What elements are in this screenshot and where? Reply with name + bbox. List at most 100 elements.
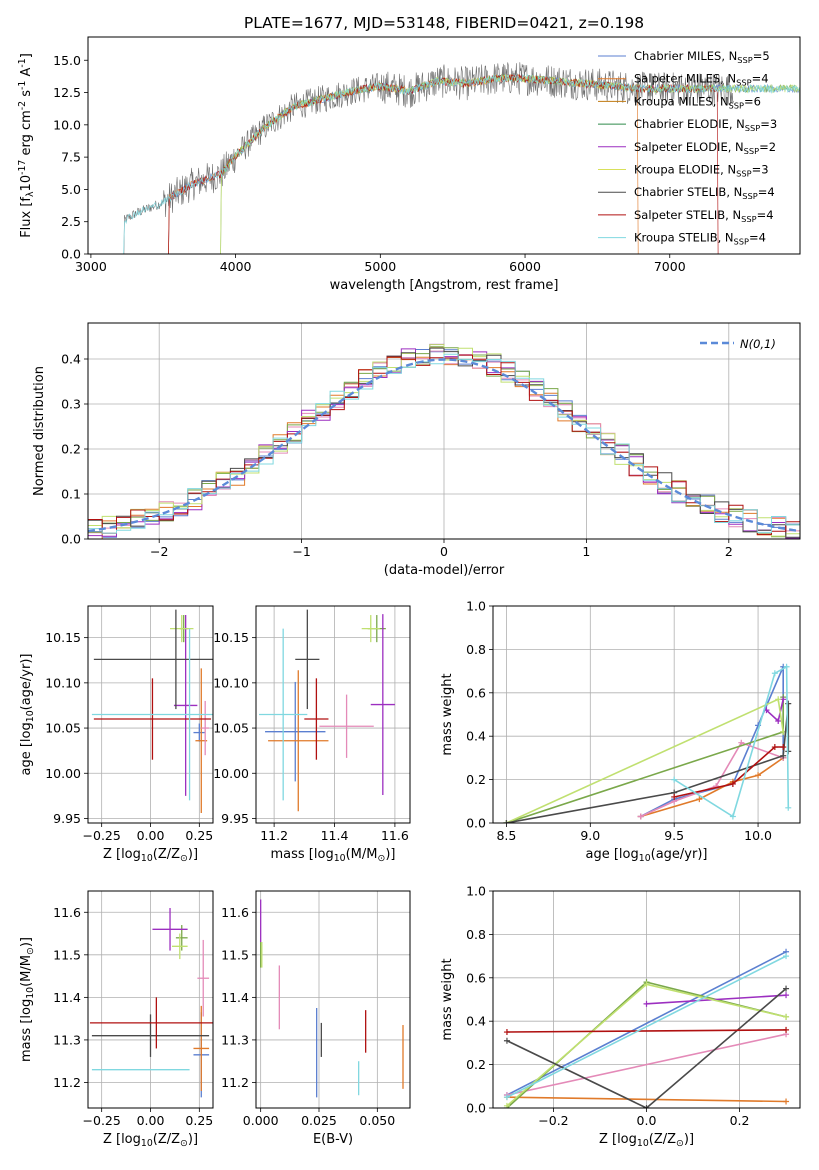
y-axis-label: Flux [fλ10-17 erg cm-2 s-1 A-1] — [17, 53, 36, 238]
y-tick-label: 10.15 — [213, 630, 249, 645]
x-tick-label: −0.2 — [538, 1113, 568, 1128]
y-tick-label: 10.00 — [45, 766, 81, 781]
model-spectrum-line — [167, 74, 639, 254]
weight-series-line — [506, 951, 787, 1096]
text-span: =6 — [744, 94, 761, 108]
weight-point-marker — [783, 1026, 790, 1033]
text-span: λ — [25, 191, 36, 197]
legend-label-0: Chabrier MILES, NSSP=5 — [634, 49, 770, 65]
weight-point-marker — [780, 744, 787, 751]
weight-point-marker — [783, 985, 790, 992]
text-span: SSP — [744, 146, 759, 156]
text-span: (M/M — [19, 955, 34, 987]
weight-series-line — [506, 703, 790, 823]
text-span: -2 — [17, 101, 28, 110]
text-span: (Z/Z — [649, 1132, 676, 1147]
text-span: -1 — [17, 81, 28, 90]
weight-point-marker — [643, 1000, 650, 1007]
text-span: ⊙ — [676, 1138, 684, 1149]
weight-series-line — [646, 994, 787, 1005]
normal-curve — [88, 358, 800, 533]
weight-point-marker — [671, 776, 678, 783]
plot-area — [260, 899, 404, 1098]
text-span: (age/yr)] — [651, 847, 708, 862]
x-axis-label: (data-model)/error — [384, 563, 505, 578]
weight-series-line — [506, 698, 784, 823]
legend-label-1: Salpeter MILES, NSSP=4 — [634, 72, 769, 88]
y-tick-label: 15.0 — [53, 53, 81, 68]
y-tick-label: 10.05 — [45, 721, 81, 736]
weight-point-marker — [775, 696, 782, 703]
text-span: mass weight — [440, 673, 455, 755]
legend-label-2: Kroupa MILES, NSSP=6 — [634, 94, 761, 110]
text-span: Salpeter STELIB, N — [634, 208, 741, 222]
x-tick-label: 0.00 — [137, 1113, 165, 1128]
text-span: )] — [188, 847, 198, 862]
y-tick-label: 0.0 — [61, 532, 81, 547]
text-span: ⊙ — [180, 1138, 188, 1149]
weight-point-marker — [643, 1105, 650, 1108]
text-span: ] — [19, 53, 34, 58]
weight-point-marker — [503, 1094, 510, 1101]
x-axis-label: age [log10(age/yr)] — [586, 847, 708, 864]
x-tick-label: 0.00 — [137, 828, 165, 843]
chart-weight_vs_Z: −0.2 0.0 0.2 0.0 0.2 0.4 0.6 0.8 1.0 Z [log10(Z/Z… — [440, 884, 801, 1149]
y-tick-label: 1.0 — [466, 599, 486, 614]
x-tick-label: −2 — [150, 544, 168, 559]
chart-age_vs_mass: 11.2 11.4 11.6 9.95 10.00 10.05 10.10 10.15 mass… — [213, 605, 411, 864]
y-tick-label: 12.5 — [53, 85, 81, 100]
axes-frame — [255, 890, 411, 1109]
text-span: )] — [19, 937, 34, 947]
weight-point-marker — [775, 718, 782, 725]
x-tick-label: −0.25 — [83, 1113, 121, 1128]
text-span: Z [log — [103, 1132, 141, 1147]
text-span: =4 — [757, 208, 774, 222]
x-tick-label: 3000 — [75, 259, 107, 274]
text-span: age [log — [586, 847, 639, 862]
weight-point-marker — [785, 700, 792, 707]
y-tick-label: 0.0 — [466, 816, 486, 831]
text-span: =3 — [760, 117, 777, 131]
weight-series-line — [506, 1096, 787, 1103]
text-span: erg cm — [19, 110, 34, 159]
weight-point-marker — [783, 953, 790, 960]
x-tick-label: 9.0 — [580, 828, 600, 843]
y-axis-label: mass weight — [440, 958, 455, 1040]
y-tick-label: 10.10 — [213, 675, 249, 690]
x-tick-label: 11.2 — [260, 828, 288, 843]
text-span: =4 — [758, 185, 775, 199]
legend-normal-label: N(0,1) — [740, 337, 776, 351]
x-tick-label: 0.25 — [185, 828, 213, 843]
text-span: 10 — [637, 1138, 649, 1149]
y-tick-label: 0.8 — [466, 927, 486, 942]
weight-point-marker — [671, 793, 678, 800]
weight-series-line — [640, 666, 784, 818]
y-tick-label: 0.8 — [466, 642, 486, 657]
y-tick-label: 11.4 — [53, 990, 81, 1005]
x-tick-label: 0.025 — [301, 1113, 337, 1128]
plot-area — [503, 948, 790, 1108]
y-tick-label: 9.95 — [53, 811, 81, 826]
y-axis-label: age [log10(age/yr)] — [19, 654, 36, 776]
weight-point-marker — [783, 992, 790, 999]
text-span: )] — [385, 847, 395, 862]
plot-area — [503, 663, 792, 823]
y-tick-label: 0.2 — [466, 1057, 486, 1072]
y-axis-label: mass weight — [440, 673, 455, 755]
weight-point-marker — [738, 739, 745, 746]
y-tick-label: 0.1 — [61, 487, 81, 502]
y-tick-label: 11.3 — [221, 1032, 249, 1047]
weight-point-marker — [643, 981, 650, 988]
y-tick-label: 0.4 — [466, 1014, 486, 1029]
text-span: A — [19, 68, 34, 81]
weight-series-line — [674, 746, 784, 798]
text-span: 10 — [334, 853, 346, 864]
text-span: 10 — [25, 987, 36, 999]
x-tick-label: −1 — [292, 544, 310, 559]
text-span: =5 — [753, 49, 770, 63]
weight-point-marker — [783, 1098, 790, 1105]
text-span: 10 — [141, 853, 153, 864]
weight-point-marker — [503, 1037, 510, 1044]
y-tick-label: 11.2 — [221, 1075, 249, 1090]
text-span: SSP — [736, 78, 751, 88]
